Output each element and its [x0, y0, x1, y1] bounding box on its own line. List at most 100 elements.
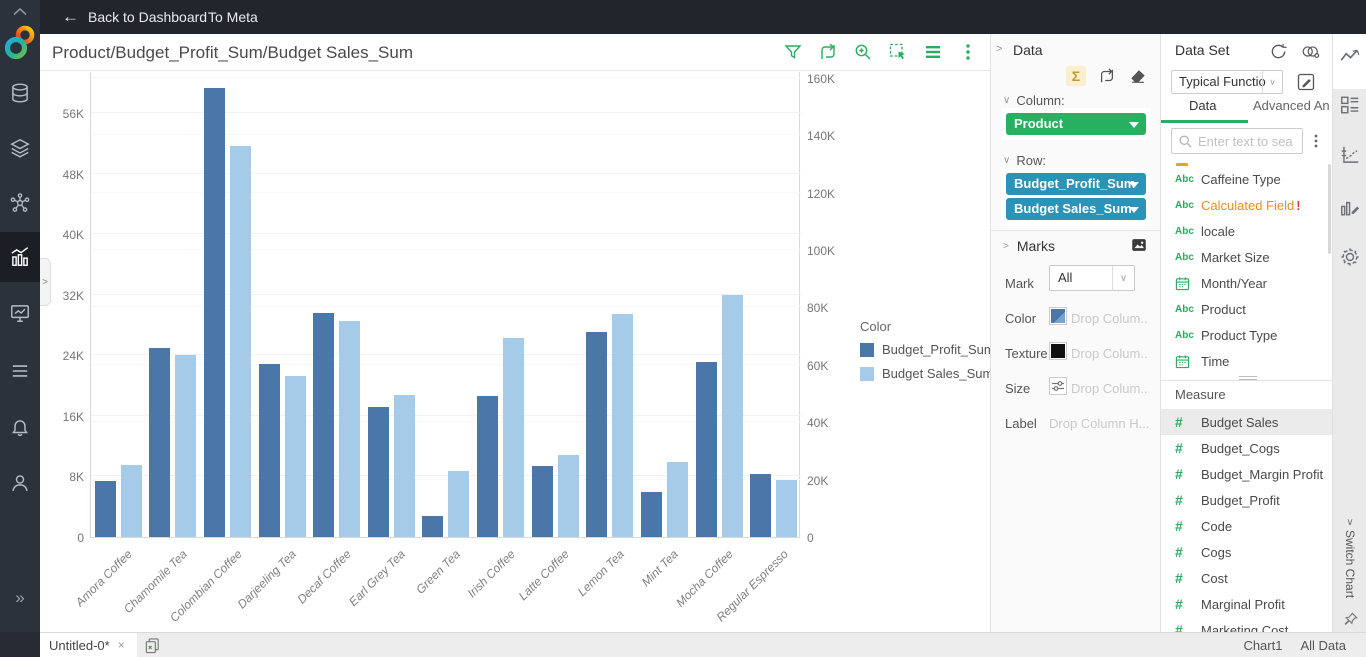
chart-bar[interactable] [204, 88, 225, 537]
chart-bar[interactable] [285, 376, 306, 537]
field-row[interactable]: AbcCaffeine Type [1161, 166, 1332, 192]
chart-bar[interactable] [394, 395, 415, 537]
chart-bar[interactable] [339, 321, 360, 537]
eraser-icon[interactable] [1128, 66, 1148, 86]
field-row[interactable]: #Budget_Profit [1161, 487, 1332, 513]
swap-column-row-icon[interactable] [1097, 66, 1117, 86]
collapse-up-icon[interactable] [0, 2, 40, 20]
chart-bar[interactable] [503, 338, 524, 537]
table-view-icon[interactable] [921, 40, 945, 64]
marks-section-header[interactable]: >Marks [1003, 238, 1055, 254]
field-search-box[interactable] [1171, 128, 1303, 154]
texture-drop-placeholder[interactable]: Drop Colum... [1071, 346, 1149, 361]
dataset-select[interactable]: Typical Functio ∨ [1171, 70, 1283, 94]
chart-bar[interactable] [667, 462, 688, 537]
list-resize-handle[interactable] [1161, 374, 1332, 381]
field-row[interactable]: #Cost [1161, 565, 1332, 591]
field-row[interactable]: AbcProduct [1161, 296, 1332, 322]
legend-entry[interactable]: Budget Sales_Sum [860, 366, 995, 381]
column-section-label[interactable]: ∨Column: [1003, 93, 1065, 108]
field-row[interactable]: AbcCalculated Field! [1161, 192, 1332, 218]
close-tab-icon[interactable]: × [118, 638, 125, 652]
all-data-tab[interactable]: All Data [1300, 638, 1346, 653]
field-row[interactable]: #Marginal Profit [1161, 591, 1332, 617]
field-row[interactable]: #Budget_Cogs [1161, 435, 1332, 461]
chart-bar[interactable] [532, 466, 553, 537]
tab-advanced-analysis[interactable]: Advanced An... [1253, 98, 1329, 120]
join-tables-icon[interactable] [1300, 42, 1320, 61]
field-row[interactable]: #Budget Sales [1161, 409, 1332, 435]
chart-bar[interactable] [586, 332, 607, 537]
menu-icon[interactable] [0, 346, 40, 396]
filter-icon[interactable] [781, 40, 805, 64]
chart-bar[interactable] [368, 407, 389, 537]
field-row[interactable]: #Cogs [1161, 539, 1332, 565]
search-more-options-icon[interactable] [1309, 132, 1323, 150]
color-drop-placeholder[interactable]: Drop Colum... [1071, 311, 1149, 326]
database-icon[interactable] [0, 68, 40, 118]
color-swatch[interactable] [1049, 307, 1067, 325]
column-pill-product[interactable]: Product [1006, 113, 1146, 135]
chart-bar[interactable] [448, 471, 469, 537]
zoom-in-icon[interactable] [851, 40, 875, 64]
field-row[interactable]: #Marketing Cost [1161, 617, 1332, 632]
chart-bar[interactable] [722, 295, 743, 537]
edit-dataset-icon[interactable] [1293, 70, 1319, 94]
row-section-label[interactable]: ∨Row: [1003, 153, 1046, 168]
app-logo[interactable] [0, 20, 40, 66]
data-panel-collapse-handle[interactable]: > [996, 43, 1002, 55]
row-pill-budget-sales-sum[interactable]: Budget Sales_Sum [1006, 198, 1146, 220]
chart-bar[interactable] [95, 481, 116, 537]
clipped-field-row[interactable] [1161, 158, 1332, 166]
legend-entry[interactable]: Budget_Profit_Sum [860, 342, 995, 357]
swap-axes-icon[interactable] [816, 40, 840, 64]
chart-bar[interactable] [422, 516, 443, 537]
axis-settings-icon[interactable] [1339, 144, 1361, 166]
tab-data[interactable]: Data [1189, 98, 1216, 120]
dashboard-monitor-icon[interactable] [0, 288, 40, 338]
trend-line-icon[interactable] [1339, 46, 1361, 68]
chart-bar[interactable] [149, 348, 170, 537]
chart-bar[interactable] [612, 314, 633, 537]
row-pill-budget-profit-sum[interactable]: Budget_Profit_Sum [1006, 173, 1146, 195]
chart-bar[interactable] [477, 396, 498, 537]
column-drop-zone[interactable]: Product [1001, 108, 1151, 140]
field-row[interactable]: #Budget_Margin Profit [1161, 461, 1332, 487]
field-row[interactable]: AbcProduct Type [1161, 322, 1332, 348]
chart-bar[interactable] [121, 465, 142, 537]
sheet-tab-untitled[interactable]: Untitled-0* × [40, 633, 137, 657]
chart-bar[interactable] [175, 355, 196, 537]
expand-double-chevron-icon[interactable]: » [0, 572, 40, 622]
chart-bar[interactable] [230, 146, 251, 537]
texture-swatch[interactable] [1049, 342, 1067, 360]
sidebar-expand-handle[interactable]: > [40, 258, 51, 306]
scrollbar-thumb[interactable] [1328, 164, 1331, 254]
user-icon[interactable] [0, 458, 40, 508]
chart-edit-icon[interactable] [1339, 196, 1361, 218]
chart-bar[interactable] [259, 364, 280, 537]
mark-type-select[interactable]: All ∨ [1049, 265, 1135, 291]
chart-bar[interactable] [313, 313, 334, 537]
duplicate-sheet-icon[interactable] [144, 637, 161, 654]
box-select-icon[interactable] [886, 40, 910, 64]
bell-icon[interactable] [0, 402, 40, 452]
more-options-icon[interactable] [956, 40, 980, 64]
back-to-dashboard-button[interactable]: ← Back to Dashboard [62, 0, 207, 34]
field-row[interactable]: #Code [1161, 513, 1332, 539]
marks-image-icon[interactable] [1130, 236, 1148, 254]
pin-icon[interactable] [1344, 612, 1358, 626]
chart-bar[interactable] [776, 480, 797, 537]
label-drop-placeholder[interactable]: Drop Column H... [1049, 416, 1151, 431]
layers-icon[interactable] [0, 123, 40, 173]
field-row[interactable]: Time [1161, 348, 1332, 374]
size-slider-icon[interactable] [1049, 377, 1067, 395]
chart-bar[interactable] [558, 455, 579, 537]
size-drop-placeholder[interactable]: Drop Colum... [1071, 381, 1149, 396]
chart-bar[interactable] [696, 362, 717, 538]
chart1-tab[interactable]: Chart1 [1243, 638, 1282, 653]
aggregate-sigma-icon[interactable]: Σ [1066, 66, 1086, 86]
refresh-icon[interactable] [1269, 42, 1288, 61]
layout-grid-icon[interactable] [1339, 94, 1361, 116]
charts-icon[interactable] [0, 232, 40, 282]
gear-icon[interactable] [1339, 246, 1361, 268]
